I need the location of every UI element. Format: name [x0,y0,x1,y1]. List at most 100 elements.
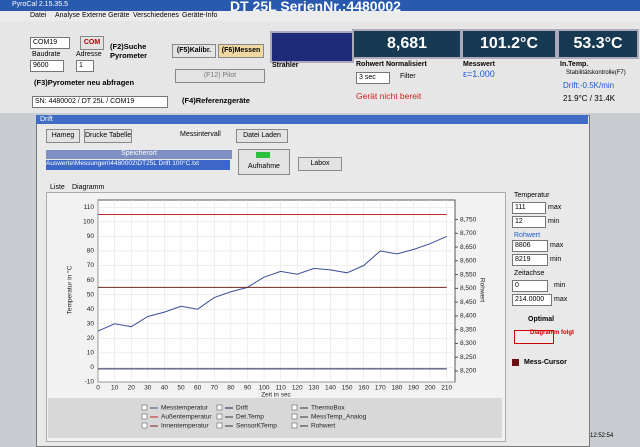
raw-display: 8,681 [352,29,462,59]
x-tick-label: 150 [342,385,353,392]
legend-checkbox[interactable] [216,422,223,429]
legend-checkbox[interactable] [291,404,298,411]
y2-tick-label: 8,750 [460,216,477,223]
legend-checkbox[interactable] [141,422,148,429]
search-button[interactable]: (F2)Suche Pyrometer [110,42,148,60]
stability-checkbox[interactable]: Stabilitätskontrolle(F7) [566,70,626,76]
input[interactable]: 12 [512,216,546,228]
x-tick-label: 190 [408,385,419,392]
requery-button[interactable]: (F3)Pyrometer neu abfragen [34,78,135,87]
port-select[interactable]: COM19 [30,37,70,49]
menu-item[interactable]: Datei [30,12,47,19]
filter-checkbox[interactable]: Filter [400,73,416,80]
location-label: Speicherort [46,150,232,159]
record-led [256,152,270,158]
legend-checkbox[interactable] [291,422,298,429]
label: Adresse [76,51,102,58]
y-tick-label: 10 [87,350,95,357]
interval-select[interactable]: 3 sec [356,72,390,84]
baud-select[interactable]: 9600 [30,60,64,72]
x-tick-label: 0 [96,385,100,392]
x-tick-label: 160 [358,385,369,392]
menu-item[interactable]: Verschiedenes [133,12,179,19]
y-tick-label: 70 [87,262,95,269]
address-input[interactable]: 1 [76,60,94,72]
input[interactable]: 111 [512,202,546,214]
emitter-box [270,31,354,63]
menu-item[interactable]: Geräte-Info [182,12,218,19]
y2-tick-label: 8,650 [460,244,477,251]
legend-checkbox[interactable] [141,413,148,420]
x-tick-label: 180 [391,385,402,392]
legend-checkbox[interactable] [216,404,223,411]
y-tick-label: 110 [84,204,95,211]
label: Rohwert Normalisiert [356,61,427,68]
y-tick-label: 60 [87,277,95,284]
legend-label: Drift [236,405,248,412]
input[interactable]: 214.0000 [512,294,552,306]
labox-button[interactable]: Labox [298,157,342,171]
menu-item[interactable]: Analyse [55,12,80,19]
follow-checkbox[interactable]: Diagramm folgt [530,330,575,336]
sn-select[interactable]: SN: 4480002 / DT 25L / COM19 [32,96,168,108]
y2-tick-label: 8,350 [460,326,477,333]
legend-checkbox[interactable] [141,404,148,411]
input[interactable]: 0 [512,280,548,292]
y2-tick-label: 8,250 [460,354,477,361]
drift-title: Drift [40,116,53,123]
y-tick-label: 50 [87,291,95,298]
legend-label: Det.Temp [236,414,264,421]
status: Gerät nicht bereit [356,91,422,101]
print-button[interactable]: Drucke Tabelle [84,129,132,143]
y-tick-label: 20 [87,335,95,342]
legend-label: Innentemperatur [161,423,210,430]
load-button[interactable]: Datei Laden [236,129,288,143]
label: max [554,296,568,303]
x-tick-label: 100 [259,385,270,392]
pilot-button[interactable]: (F12) Pilot [175,69,265,83]
label: min [550,256,562,263]
menu-item[interactable]: Externe Geräte [82,12,130,19]
x-tick-label: 40 [161,385,169,392]
input[interactable]: 8806 [512,240,548,252]
y2-tick-label: 8,500 [460,285,477,292]
label: Optimal [528,316,555,323]
port-button[interactable]: COM [80,36,104,50]
label: min [554,282,566,289]
calibrate-button[interactable]: (F5)Kalibr. [172,44,216,58]
hameg-button[interactable]: Hameg [46,129,80,143]
reference-button[interactable]: (F4)Referenzgeräte [182,96,250,105]
x-axis-title: Zeit in sec [261,392,291,399]
legend-checkbox[interactable] [216,413,223,420]
emissivity: ε=1.000 [463,69,495,79]
y2-tick-label: 8,700 [460,230,477,237]
legend-checkbox[interactable] [291,413,298,420]
title-bar [0,0,640,11]
x-tick-label: 90 [244,385,252,392]
plot-area [97,199,456,383]
y2-axis-title: Rohwert [478,278,485,302]
legend-label: MessTemp_Analog [311,414,367,421]
y2-tick-label: 8,450 [460,299,477,306]
label: max [550,242,564,249]
y-tick-label: -10 [85,379,95,386]
x-tick-label: 10 [111,385,119,392]
legend-label: ThermoBox [311,405,345,412]
x-tick-label: 30 [144,385,152,392]
location-path: Auswerte\Messungen\4480002\DT25L Drift 1… [46,160,230,170]
y-tick-label: 100 [83,219,94,226]
tab[interactable]: Diagramm [72,184,105,191]
menu-bar: Datei Analyse Externe Geräte Verschieden… [0,11,640,21]
summary: 21.9°C / 31.4K [563,94,616,103]
legend-label: SensorKTemp [236,423,277,430]
x-tick-label: 210 [441,385,452,392]
drift-title-bar [36,115,588,124]
label: Messintervall [180,131,221,138]
x-tick-label: 70 [211,385,219,392]
label: max [548,204,562,211]
x-tick-label: 60 [194,385,202,392]
input[interactable]: 8219 [512,254,548,266]
tab[interactable]: Liste [50,184,65,191]
measure-button[interactable]: (F6)Messen [218,44,264,58]
